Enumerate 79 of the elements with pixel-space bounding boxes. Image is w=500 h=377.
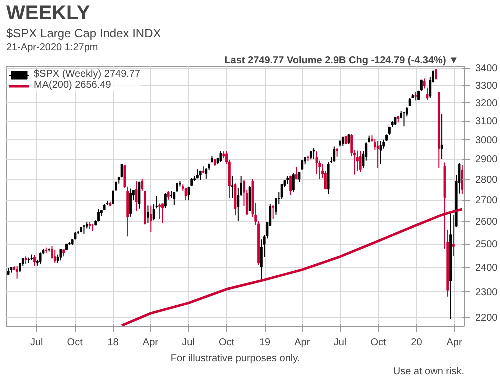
candlestick: [342, 136, 344, 147]
candlestick: [39, 252, 42, 264]
x-tick-label: Apr: [142, 338, 160, 348]
candlestick: [98, 208, 100, 222]
candlestick: [164, 192, 167, 209]
candlestick: [356, 150, 359, 172]
x-tick-label: Jul: [30, 338, 44, 348]
y-tick-label: 2500: [476, 240, 498, 251]
candlestick: [120, 164, 124, 178]
candlestick: [292, 172, 295, 192]
candlestick: [380, 140, 382, 165]
y-tick-label: 2300: [476, 287, 498, 298]
y-tick-label: 2700: [476, 196, 498, 207]
x-tick-label: Apr: [294, 338, 311, 348]
candlestick: [359, 150, 362, 173]
text: For illustrative purposes only.: [170, 354, 300, 364]
y-tick-label: 2400: [476, 263, 498, 274]
candlestick: [376, 140, 380, 169]
x-tick-label: 18: [108, 338, 120, 348]
candlestick: [152, 204, 156, 222]
candlestick: [158, 203, 162, 220]
candlestick: [150, 205, 152, 233]
x-tick-label: 19: [259, 338, 272, 348]
candlestick: [295, 166, 298, 180]
candlestick: [423, 78, 426, 90]
candlestick: [130, 188, 132, 218]
x-tick-label: 20: [411, 338, 423, 348]
text: Last 2749.77 Volume 2.9B Chg -124.79 (-4.34%) ▼: [224, 56, 459, 66]
candlestick: [173, 192, 176, 206]
y-tick-label: 3300: [476, 80, 498, 92]
y-tick-label: 2600: [476, 217, 498, 228]
y-tick-label: 2200: [476, 312, 498, 324]
x-tick-label: Jul: [334, 338, 347, 348]
candlestick: [135, 181, 138, 212]
candlestick: [248, 186, 252, 212]
candlestick: [188, 186, 190, 202]
legend-label: MA(200) 2656.49: [34, 80, 112, 91]
candlestick: [231, 176, 234, 199]
candlestick: [60, 248, 62, 262]
x-tick-label: Jul: [182, 338, 195, 348]
candlestick: [170, 190, 173, 199]
y-tick-label: 2900: [476, 154, 498, 166]
candlestick: [426, 87, 429, 101]
candlestick: [184, 187, 188, 201]
candlestick: [280, 184, 284, 200]
x-tick-label: Oct: [370, 338, 386, 348]
candlestick: [51, 246, 54, 260]
candlestick: [54, 249, 56, 264]
y-tick-label: 3100: [476, 116, 498, 128]
y-tick-label: 3400: [476, 64, 498, 75]
x-tick-label: Oct: [218, 338, 235, 348]
chart-title: WEEKLY: [6, 2, 91, 24]
candlestick: [333, 146, 336, 162]
candlestick: [290, 175, 292, 196]
text: 21-Apr-2020 1:27pm: [6, 42, 98, 54]
candlestick: [452, 214, 455, 257]
chart-subtitle: $SPX Large Cap Index INDX: [6, 26, 162, 40]
candlestick: [220, 150, 222, 162]
candlestick: [34, 254, 36, 267]
candlestick: [403, 112, 406, 128]
candlestick: [147, 205, 150, 224]
y-tick-label: 3200: [476, 98, 498, 110]
candlestick: [272, 204, 275, 220]
y-tick-label: 2800: [476, 174, 498, 186]
candlestick: [138, 181, 141, 210]
legend-label: $SPX (Weekly) 2749.77: [34, 69, 141, 80]
candlestick: [162, 203, 164, 224]
candlestick: [440, 114, 444, 160]
candlestick: [461, 164, 464, 195]
candlestick: [205, 168, 208, 180]
x-tick-label: Apr: [446, 338, 463, 348]
candlestick: [316, 151, 318, 175]
candlestick: [312, 148, 316, 160]
text: Use at own risk.: [393, 366, 465, 377]
x-tick-label: Oct: [67, 338, 84, 348]
candlestick: [16, 266, 18, 280]
candlestick: [141, 178, 144, 192]
y-tick-label: 3000: [476, 135, 498, 146]
candlestick: [260, 239, 263, 281]
